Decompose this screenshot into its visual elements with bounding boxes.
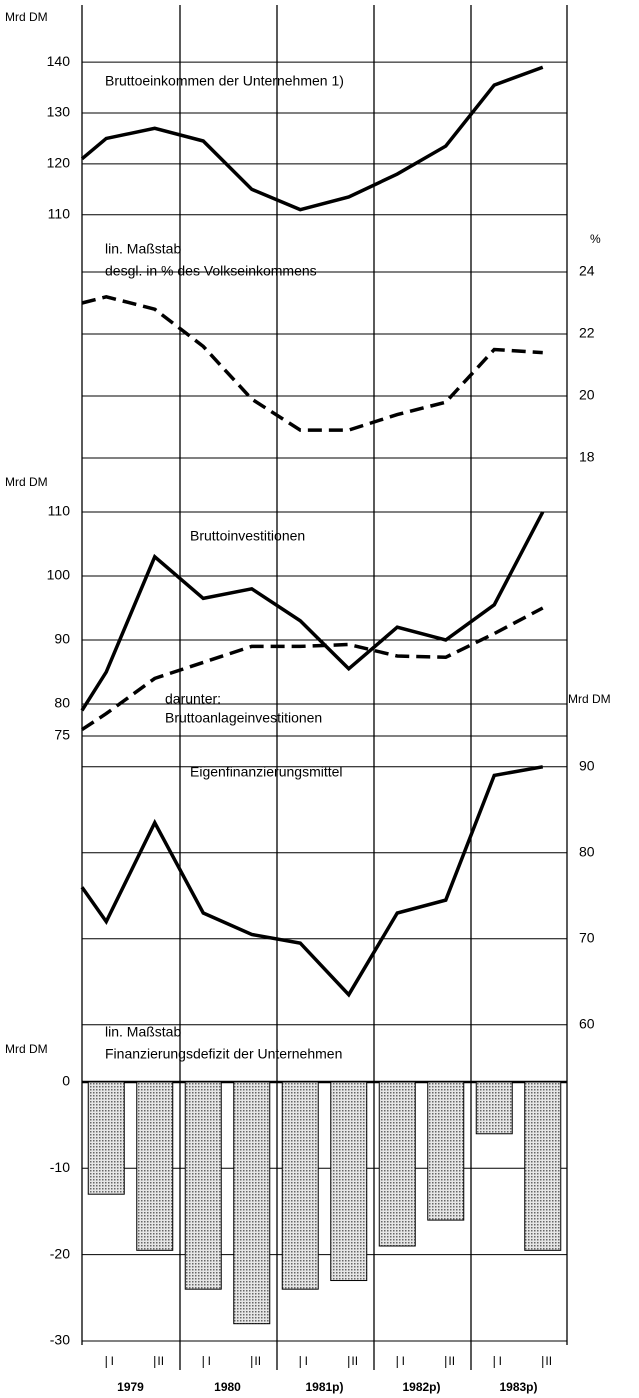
y-tick-label: 100 (47, 567, 71, 583)
year-label: 1981p) (305, 1380, 343, 1394)
line (81, 606, 544, 732)
line (80, 765, 544, 998)
year-label: 1979 (117, 1380, 144, 1394)
bar (427, 1081, 465, 1221)
x-tick-label: I (499, 1354, 502, 1368)
y-tick-label: 60 (579, 1016, 595, 1032)
axis-label: Mrd DM (5, 10, 48, 24)
x-tick-label: I (111, 1354, 114, 1368)
y-tick-label: 110 (48, 503, 71, 519)
axis-label: Mrd DM (5, 475, 48, 489)
bar (475, 1081, 513, 1135)
y-tick-label: 22 (579, 325, 595, 341)
bar (87, 1081, 125, 1195)
annotation: Eigenfinanzierungsmittel (190, 764, 343, 780)
x-tick-label: II (254, 1354, 261, 1368)
y-tick-label: 70 (579, 930, 595, 946)
y-tick-label: -10 (50, 1159, 70, 1175)
x-tick-label: II (448, 1354, 455, 1368)
frame (81, 5, 568, 1370)
annotation: lin. Maßstab (105, 241, 181, 257)
y-tick-label: 90 (579, 758, 595, 774)
line (80, 511, 545, 712)
y-tick-label: 20 (579, 387, 595, 403)
y-tick-label: 80 (579, 844, 595, 860)
y-tick-label: 90 (54, 631, 70, 647)
axis-label: % (590, 232, 601, 246)
annotation: Bruttoeinkommen der Unternehmen 1) (105, 73, 344, 89)
bar (281, 1081, 319, 1290)
x-tick-label: I (402, 1354, 405, 1368)
y-tick-label: 140 (47, 53, 71, 69)
y-tick-label: 120 (47, 155, 71, 171)
annotation: lin. Maßstab (105, 1024, 181, 1040)
annotation: Bruttoanlageinvestitionen (165, 710, 322, 726)
y-tick-label: 80 (54, 695, 70, 711)
y-tick-label: 130 (47, 104, 71, 120)
x-tick-label: I (305, 1354, 308, 1368)
annotation: desgl. in % des Volkseinkommens (105, 263, 317, 279)
y-tick-label: -20 (50, 1245, 70, 1261)
bar (378, 1081, 416, 1247)
axis-label: Mrd DM (568, 692, 611, 706)
line (81, 294, 543, 432)
bar (233, 1081, 271, 1325)
annotation: Finanzierungsdefizit der Unternehmen (105, 1046, 342, 1062)
x-tick-label: II (545, 1354, 552, 1368)
y-tick-label: -30 (50, 1332, 70, 1348)
x-tick-label: II (157, 1354, 164, 1368)
x-tick-label: II (351, 1354, 358, 1368)
year-label: 1983p) (499, 1380, 537, 1394)
year-label: 1982p) (402, 1380, 440, 1394)
line (80, 65, 544, 212)
y-tick-label: 0 (62, 1073, 70, 1089)
bar (524, 1081, 562, 1251)
y-tick-label: 110 (48, 205, 71, 221)
year-label: 1980 (214, 1380, 241, 1394)
y-tick-label: 24 (579, 263, 595, 279)
bar (330, 1081, 368, 1282)
bar (136, 1081, 174, 1251)
axis-label: Mrd DM (5, 1042, 48, 1056)
annotation: darunter: (165, 691, 221, 707)
x-tick-label: I (208, 1354, 211, 1368)
y-tick-label: 75 (54, 727, 70, 743)
annotation: Bruttoinvestitionen (190, 528, 305, 544)
y-tick-label: 18 (579, 449, 595, 465)
bar (184, 1081, 222, 1290)
